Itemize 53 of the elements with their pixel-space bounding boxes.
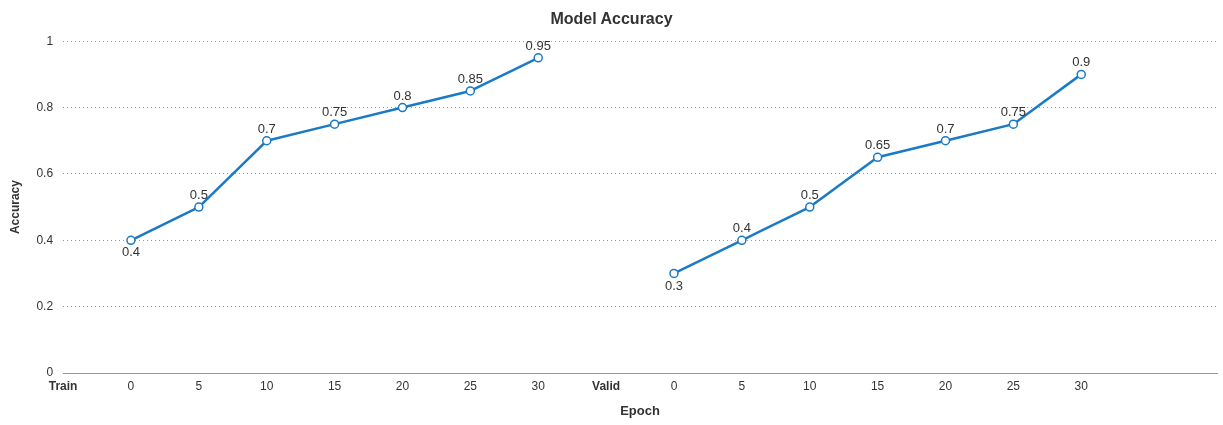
point xyxy=(194,202,204,212)
point xyxy=(329,119,340,129)
data-label: 0.75 xyxy=(321,104,348,120)
x-tick-label: 5 xyxy=(195,378,203,393)
data-label: 0.85 xyxy=(457,71,483,87)
point xyxy=(397,102,408,113)
data-label: 0.65 xyxy=(864,137,891,153)
x-tick-label: 15 xyxy=(327,378,342,393)
x-tick-label: 25 xyxy=(1006,378,1021,393)
point xyxy=(533,53,543,63)
point xyxy=(1076,69,1086,80)
point xyxy=(737,235,747,246)
data-label: 0.95 xyxy=(525,37,551,53)
x-tick-label: 15 xyxy=(870,378,885,393)
x-tick-label: 30 xyxy=(531,378,546,393)
y-tick-label: 0.8 xyxy=(36,99,54,114)
data-label: 0.7 xyxy=(936,120,955,136)
data-label: 0.7 xyxy=(257,120,276,136)
x-tick-label: 20 xyxy=(938,378,953,393)
x-tick-label: 10 xyxy=(260,378,274,393)
point xyxy=(804,202,815,212)
x-tick-label: Train xyxy=(48,378,78,393)
point xyxy=(465,86,476,96)
x-tick-label: 20 xyxy=(395,378,410,393)
data-label: 0.8 xyxy=(393,87,412,103)
data-label: 0.9 xyxy=(1072,54,1091,70)
data-label: 0.4 xyxy=(732,220,751,236)
y-tick-label: 0.6 xyxy=(36,166,54,181)
point xyxy=(1008,119,1019,129)
chart-title: Model Accuracy xyxy=(550,10,673,28)
point xyxy=(126,235,136,246)
y-tick-label: 0.2 xyxy=(36,298,54,313)
x-tick-label: 10 xyxy=(803,378,817,393)
x-tick-label: 0 xyxy=(670,378,678,393)
y-tick-label: 1 xyxy=(46,33,54,48)
x-axis-title: Epoch xyxy=(620,402,660,418)
data-label: 0.5 xyxy=(189,187,208,203)
data-label: 0.5 xyxy=(800,187,819,203)
y-axis-title: Accuracy xyxy=(7,179,22,235)
x-tick-label: 25 xyxy=(463,378,478,393)
x-tick-label: 5 xyxy=(738,378,746,393)
data-label: 0.75 xyxy=(1000,104,1027,120)
point xyxy=(940,135,951,146)
data-label: 0.4 xyxy=(121,244,140,260)
x-tick-label: 30 xyxy=(1074,378,1089,393)
point xyxy=(872,152,883,163)
x-tick-label: Valid xyxy=(592,378,621,393)
point xyxy=(261,135,272,146)
point xyxy=(669,268,679,279)
y-tick-label: 0 xyxy=(46,365,54,380)
y-tick-label: 0.4 xyxy=(36,232,54,247)
x-tick-label: 0 xyxy=(127,378,135,393)
data-label: 0.3 xyxy=(664,277,684,293)
